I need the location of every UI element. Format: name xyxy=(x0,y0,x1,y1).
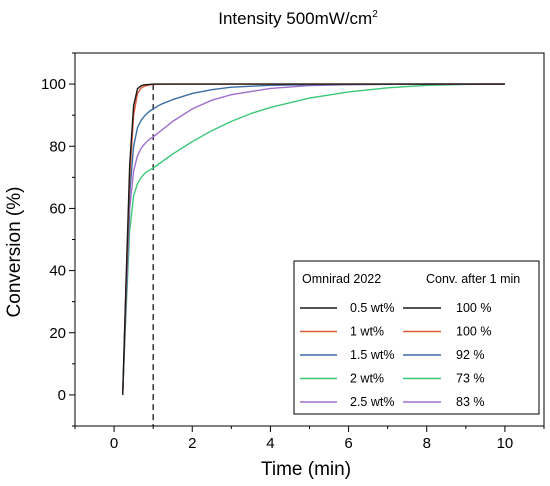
legend-series-name: 2.5 wt% xyxy=(350,395,394,409)
legend-box xyxy=(293,260,540,415)
y-tick-label: 100 xyxy=(41,76,66,93)
x-tick-label: 2 xyxy=(188,435,196,452)
legend-conversion-value: 92 % xyxy=(456,348,485,362)
legend-conversion-value: 83 % xyxy=(456,395,485,409)
chart-title: Intensity 500mW/cm2 xyxy=(218,9,378,28)
series-lines xyxy=(122,83,505,395)
legend-series-name: 2 wt% xyxy=(350,372,384,386)
legend-series-name: 1 wt% xyxy=(350,325,384,339)
legend-header-right: Conv. after 1 min xyxy=(426,272,520,286)
legend-conversion-value: 73 % xyxy=(456,372,485,386)
legend: Omnirad 2022 Conv. after 1 min 0.5 wt% 100 … xyxy=(293,260,540,415)
series-line xyxy=(122,83,505,395)
series-line xyxy=(122,83,505,395)
y-axis-title: Conversion (%) xyxy=(4,187,25,318)
x-tick-label: 10 xyxy=(497,435,514,452)
legend-series-name: 0.5 wt% xyxy=(350,301,394,315)
x-tick-label: 6 xyxy=(344,435,352,452)
series-line xyxy=(122,83,505,395)
legend-series-name: 1.5 wt% xyxy=(350,348,394,362)
legend-header-left: Omnirad 2022 xyxy=(302,272,381,286)
legend-conversion-value: 100 % xyxy=(456,325,491,339)
x-tick-label: 0 xyxy=(110,435,118,452)
y-tick-label: 80 xyxy=(49,138,66,155)
x-tick-label: 8 xyxy=(423,435,431,452)
legend-conversion-value: 100 % xyxy=(456,301,491,315)
x-tick-label: 4 xyxy=(266,435,274,452)
y-tick-label: 40 xyxy=(49,263,66,280)
y-tick-label: 20 xyxy=(49,325,66,342)
y-tick-label: 0 xyxy=(58,387,66,404)
y-tick-label: 60 xyxy=(49,200,66,217)
x-axis-title: Time (min) xyxy=(261,459,351,480)
